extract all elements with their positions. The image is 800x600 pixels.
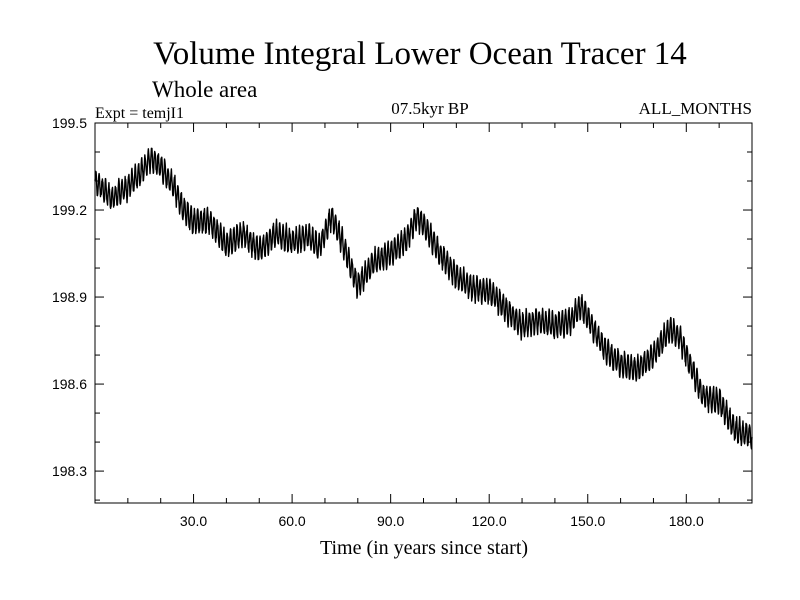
chart-title: Volume Integral Lower Ocean Tracer 14: [153, 36, 687, 72]
experiment-label: Expt = temjI1: [95, 105, 185, 122]
y-axis: 199.5 199.2 198.9 198.6 198.3: [52, 115, 752, 501]
y-tick-label: 199.5: [52, 115, 87, 131]
y-tick-label: 198.3: [52, 463, 87, 479]
period-label: 07.5kyr BP: [391, 99, 469, 118]
months-label: ALL_MONTHS: [638, 99, 752, 118]
series-line: [94, 147, 753, 450]
y-tick-label: 198.6: [52, 376, 87, 392]
y-tick-label: 198.9: [52, 289, 87, 305]
x-tick-label: 120.0: [472, 513, 507, 529]
x-tick-label: 90.0: [377, 513, 404, 529]
x-axis-label: Time (in years since start): [320, 537, 528, 559]
x-tick-label: 180.0: [669, 513, 704, 529]
chart-subtitle: Whole area: [152, 77, 258, 102]
x-tick-label: 60.0: [278, 513, 305, 529]
x-axis: 30.0 60.0 90.0 120.0 150.0 180.0: [127, 123, 720, 529]
x-tick-label: 30.0: [180, 513, 207, 529]
y-tick-label: 199.2: [52, 202, 87, 218]
x-tick-label: 150.0: [570, 513, 605, 529]
plot-frame: [94, 122, 753, 504]
